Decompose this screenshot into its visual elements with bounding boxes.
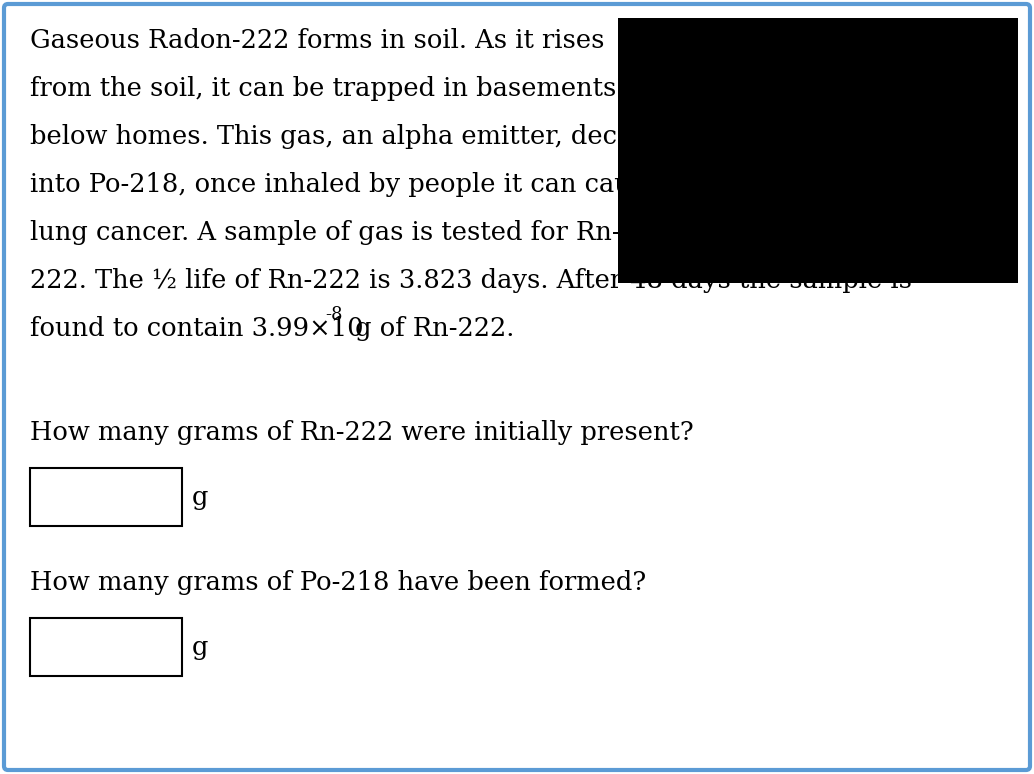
Text: Gaseous Radon-222 forms in soil. As it rises: Gaseous Radon-222 forms in soil. As it r…	[30, 28, 605, 53]
Bar	[618, 18, 1018, 283]
Text: g: g	[192, 485, 209, 509]
Bar	[30, 468, 182, 526]
Text: into Po-218, once inhaled by people it can cause: into Po-218, once inhaled by people it c…	[30, 172, 660, 197]
Text: found to contain 3.99×10: found to contain 3.99×10	[30, 316, 364, 341]
Text: g: g	[192, 635, 209, 659]
Text: lung cancer. A sample of gas is tested for Rn-: lung cancer. A sample of gas is tested f…	[30, 220, 620, 245]
Text: -8: -8	[325, 306, 342, 324]
Text: How many grams of Po-218 have been formed?: How many grams of Po-218 have been forme…	[30, 570, 646, 595]
FancyBboxPatch shape	[4, 4, 1030, 770]
Text: 222. The ½ life of Rn-222 is 3.823 days. After 48 days the sample is: 222. The ½ life of Rn-222 is 3.823 days.…	[30, 268, 912, 293]
Text: How many grams of Rn-222 were initially present?: How many grams of Rn-222 were initially …	[30, 420, 694, 445]
Text: g of Rn-222.: g of Rn-222.	[347, 316, 514, 341]
Bar	[30, 618, 182, 676]
Text: below homes. This gas, an alpha emitter, decays: below homes. This gas, an alpha emitter,…	[30, 124, 661, 149]
Text: from the soil, it can be trapped in basements: from the soil, it can be trapped in base…	[30, 76, 616, 101]
